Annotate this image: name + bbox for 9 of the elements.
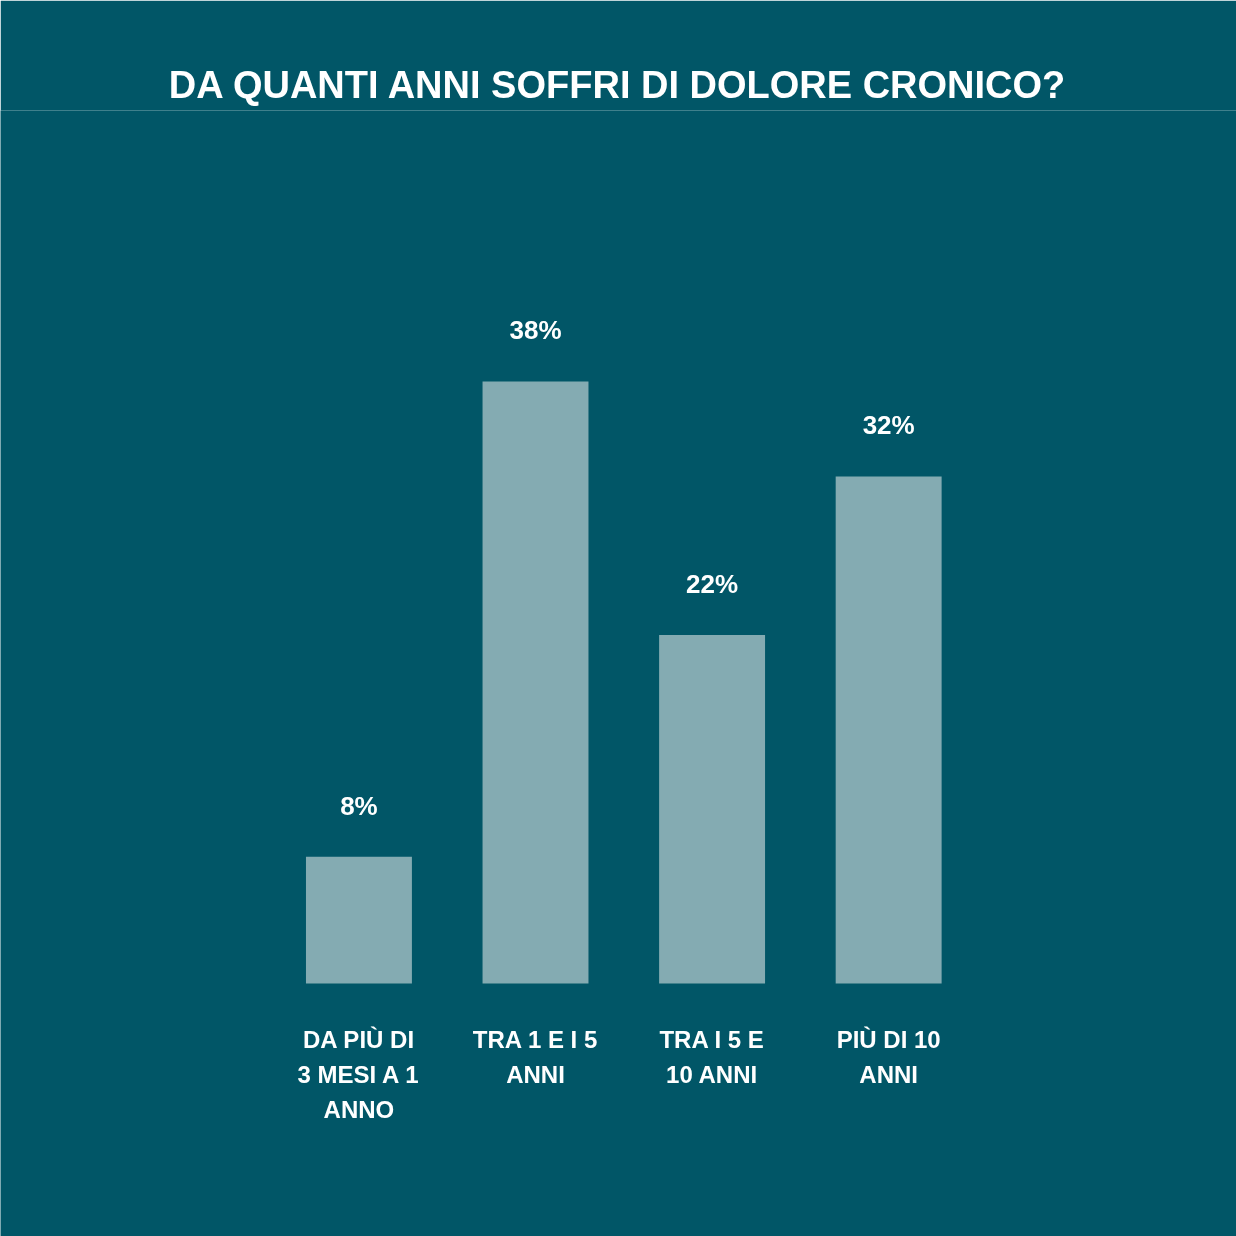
- data-label: 8%: [340, 790, 378, 821]
- x-tick-label: TRA I 5 E 10 ANNI: [659, 1025, 764, 1088]
- x-tick-label: PIÙ DI 10 ANNI: [836, 1025, 941, 1088]
- data-label: 22%: [686, 568, 739, 599]
- chart-title: DA QUANTI ANNI SOFFRI DI DOLORE CRONICO?: [168, 63, 1066, 106]
- data-label: 32%: [862, 410, 915, 441]
- data-label: 38%: [509, 315, 562, 346]
- x-tick-label: DA PIÙ DI 3 MESI A 1 ANNO: [297, 1025, 419, 1123]
- x-tick-label: TRA 1 E I 5 ANNI: [472, 1025, 598, 1088]
